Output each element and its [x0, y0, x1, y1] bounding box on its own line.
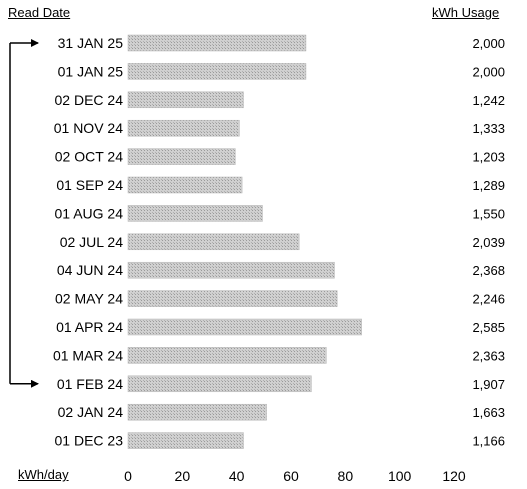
- usage-value: 1,663: [472, 405, 505, 420]
- date-label: 01 DEC 23: [55, 433, 124, 449]
- date-label: 01 FEB 24: [57, 376, 123, 392]
- usage-value: 1,333: [472, 121, 505, 136]
- x-axis-title: kWh/day: [18, 467, 69, 482]
- usage-value: 2,000: [472, 64, 505, 79]
- date-label: 02 JAN 24: [58, 404, 124, 420]
- bar: [127, 205, 263, 222]
- date-label: 01 APR 24: [56, 319, 123, 335]
- date-label: 01 JAN 25: [58, 63, 124, 79]
- x-tick-label: 120: [442, 468, 466, 484]
- usage-value: 1,907: [472, 377, 505, 392]
- bar: [127, 290, 338, 307]
- x-tick-label: 60: [283, 468, 299, 484]
- bar: [127, 63, 307, 80]
- date-label: 02 JUL 24: [60, 234, 124, 250]
- usage-value: 1,203: [472, 150, 505, 165]
- bar: [127, 432, 244, 449]
- usage-value: 1,550: [472, 206, 505, 221]
- bar: [127, 176, 243, 194]
- bar: [127, 403, 267, 421]
- bar: [127, 91, 244, 109]
- date-label: 02 DEC 24: [55, 92, 124, 108]
- x-tick-label: 80: [338, 468, 354, 484]
- usage-value: 2,246: [472, 292, 505, 307]
- read-date-header: Read Date: [8, 5, 71, 20]
- date-label: 02 OCT 24: [55, 149, 123, 165]
- date-label: 01 SEP 24: [56, 177, 123, 193]
- date-label: 02 MAY 24: [55, 291, 123, 307]
- x-tick-label: 0: [124, 468, 132, 484]
- usage-value: 1,242: [472, 93, 505, 108]
- bar: [127, 233, 300, 251]
- bar: [127, 318, 362, 336]
- date-label: 01 MAR 24: [53, 347, 123, 363]
- bar: [127, 148, 236, 165]
- date-label: 01 NOV 24: [54, 120, 123, 136]
- x-axis-ticks-group: 0 20 40 60 80 100 120: [124, 468, 466, 484]
- x-tick-label: 20: [175, 468, 191, 484]
- usage-value: 1,289: [472, 178, 505, 193]
- bar: [127, 34, 307, 52]
- bar: [127, 119, 240, 137]
- x-tick-label: 40: [229, 468, 245, 484]
- bar: [127, 261, 335, 279]
- date-label: 31 JAN 25: [58, 35, 124, 51]
- comparison-bracket: [9, 39, 39, 388]
- bars-group: [127, 34, 362, 449]
- date-label: 01 AUG 24: [55, 205, 124, 221]
- x-tick-label: 100: [388, 468, 412, 484]
- usage-value: 2,363: [472, 348, 505, 363]
- kwh-usage-header: kWh Usage: [432, 5, 500, 20]
- usage-value: 1,166: [472, 434, 505, 449]
- usage-value: 2,368: [472, 263, 505, 278]
- usage-value: 2,000: [472, 36, 505, 51]
- usage-labels-group: 2,000 2,000 1,242 1,333 1,203 1,289 1,550 2,039…: [472, 36, 505, 449]
- bar: [127, 375, 312, 393]
- date-labels-group: 31 JAN 25 01 JAN 25 02 DEC 24 01 NOV 24 02 O…: [53, 35, 123, 449]
- bar: [127, 347, 327, 364]
- usage-value: 2,039: [472, 235, 505, 250]
- usage-value: 2,585: [472, 320, 505, 335]
- date-label: 04 JUN 24: [57, 262, 123, 278]
